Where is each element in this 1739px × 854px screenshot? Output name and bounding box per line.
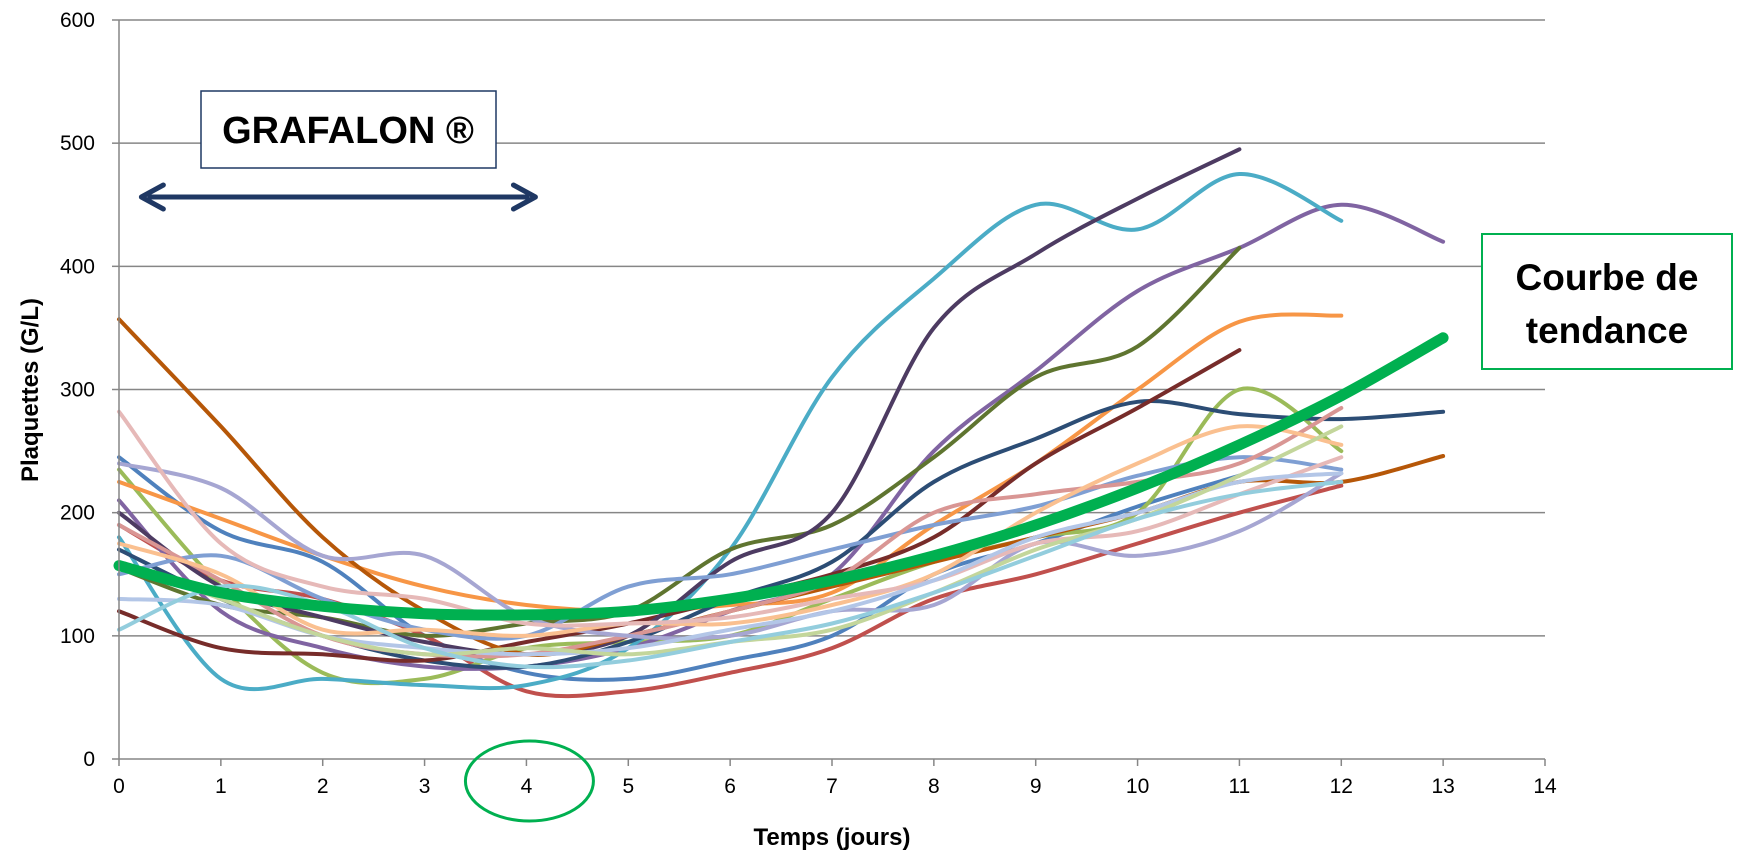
y-tick-label: 0 xyxy=(83,748,95,771)
y-tick-label: 400 xyxy=(60,255,95,278)
series-line-5 xyxy=(117,171,1344,692)
grafalon-period-arrow xyxy=(138,182,538,212)
y-axis-title: Plaquettes (G/L) xyxy=(17,298,44,482)
x-tick-label: 6 xyxy=(724,775,736,798)
series-line-12 xyxy=(117,455,1344,641)
x-tick-label: 11 xyxy=(1229,775,1251,798)
x-tick-label: 8 xyxy=(928,775,940,798)
series-line-15 xyxy=(117,424,1344,638)
trend-label-line1: Courbe de xyxy=(1516,257,1699,298)
x-tick-label: 1 xyxy=(215,775,227,798)
x-tick-label: 7 xyxy=(826,775,838,798)
series-line-6 xyxy=(117,312,1344,614)
series-line-10 xyxy=(117,147,1242,657)
x-tick-label: 13 xyxy=(1431,775,1454,798)
x-tick-label: 9 xyxy=(1030,775,1042,798)
trend-layer xyxy=(113,332,1449,621)
trend-label-box xyxy=(1481,233,1733,370)
y-tick-labels: 0 100 200 300 400 500 600 xyxy=(60,9,119,771)
y-tick-label: 600 xyxy=(60,9,95,32)
x-axis-title: Temps (jours) xyxy=(754,824,911,851)
series-line-14 xyxy=(117,461,1344,641)
x-tick-label: 2 xyxy=(317,775,329,798)
arrow-head-right xyxy=(510,182,538,212)
trend-line xyxy=(113,332,1449,621)
x-tick-label: 3 xyxy=(419,775,431,798)
y-tick-label: 300 xyxy=(60,379,95,402)
x-tick-label: 0 xyxy=(113,775,125,798)
y-tick-label: 100 xyxy=(60,625,95,648)
arrow-head-left xyxy=(138,182,166,212)
y-tick-label: 500 xyxy=(60,132,95,155)
x-tick-label: 5 xyxy=(622,775,634,798)
grafalon-label: GRAFALON ® xyxy=(222,110,474,152)
x-tick-label: 10 xyxy=(1126,775,1149,798)
grafalon-label-box xyxy=(200,90,497,169)
trend-label-line2: tendance xyxy=(1526,310,1688,351)
day-4-highlight-circle xyxy=(463,739,595,823)
x-tick-label: 12 xyxy=(1330,775,1353,798)
series-line-16 xyxy=(117,409,1344,628)
x-tick-label: 14 xyxy=(1533,775,1557,798)
x-tick-labels: 0 1 2 3 4 5 6 7 8 9 10 11 12 13 14 xyxy=(113,759,1557,798)
x-tick-label: 4 xyxy=(521,775,533,798)
y-tick-label: 200 xyxy=(60,502,95,525)
series-layer xyxy=(117,147,1446,699)
